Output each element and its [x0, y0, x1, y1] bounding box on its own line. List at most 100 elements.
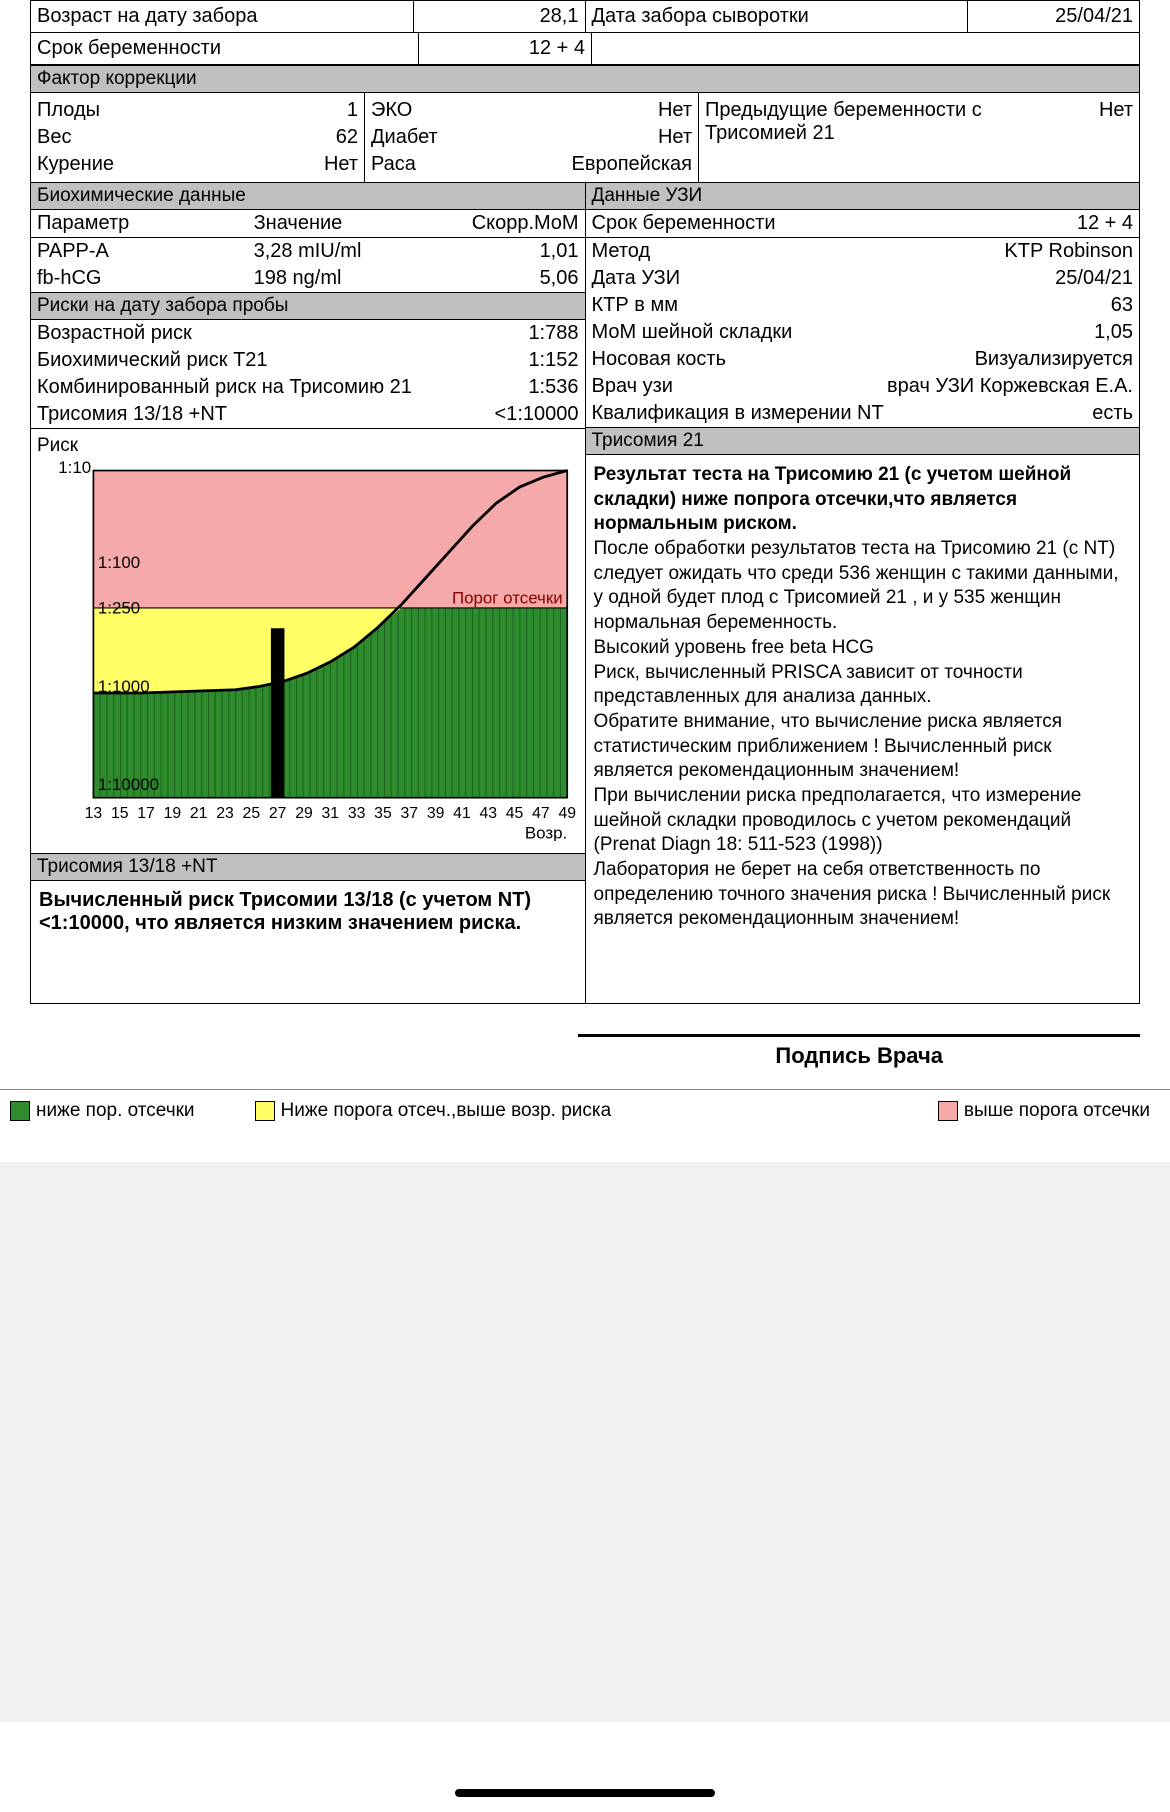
trisomy21-text: Результат теста на Трисомию 21 (с учетом… — [586, 455, 1140, 940]
correction-grid: Плоды1 Вес62 КурениеНет ЭКОНет ДиабетНет… — [31, 93, 1139, 183]
uzi-label: КТР в мм — [592, 294, 1111, 317]
empty-cell — [592, 33, 1139, 64]
risks-header: Риски на дату забора пробы — [31, 292, 585, 320]
prev-t21-value: Нет — [1099, 99, 1133, 145]
uzi-value: Визуализируется — [975, 348, 1133, 371]
svg-text:1:250: 1:250 — [98, 599, 140, 618]
race-value: Европейская — [572, 153, 692, 176]
svg-text:13: 13 — [85, 805, 103, 822]
biochem-header: Биохимические данные — [31, 183, 586, 210]
svg-text:17: 17 — [137, 805, 155, 822]
chart-title: Риск — [37, 435, 579, 457]
uzi-value: KTP Robinson — [1004, 240, 1133, 263]
legend-swatch-above — [938, 1101, 958, 1121]
svg-text:1:10: 1:10 — [58, 458, 91, 477]
uzi-label: Врач узи — [592, 375, 888, 398]
gest-label: Срок беременности — [31, 33, 419, 64]
svg-text:1:1000: 1:1000 — [98, 677, 150, 696]
prev-t21-label: Предыдущие беременности с Трисомией 21 — [705, 99, 1005, 145]
uzi-row: КТР в мм63 — [586, 292, 1140, 319]
risk-label: Возрастной риск — [37, 322, 528, 345]
svg-text:43: 43 — [479, 805, 497, 822]
uzi-row: Носовая костьВизуализируется — [586, 346, 1140, 373]
top-row-2: Срок беременности 12 + 4 — [31, 33, 1139, 65]
serum-date-value: 25/04/21 — [968, 1, 1139, 32]
svg-text:1:100: 1:100 — [98, 553, 140, 572]
risk-value: <1:10000 — [495, 403, 579, 426]
svg-text:49: 49 — [558, 805, 576, 822]
eko-label: ЭКО — [371, 99, 412, 122]
risk-value: 1:788 — [528, 322, 578, 345]
bio-uzi-body: Параметр Значение Скорр.MoM PAPP-A3,28 m… — [31, 210, 1139, 1003]
biochem-header-row: Параметр Значение Скорр.MoM — [31, 210, 585, 238]
fetuses-label: Плоды — [37, 99, 100, 122]
svg-text:45: 45 — [506, 805, 524, 822]
uzi-value: 25/04/21 — [1055, 267, 1133, 290]
trisomy21-body: После обработки результатов теста на Три… — [594, 538, 1119, 929]
risk-value: 1:536 — [528, 376, 578, 399]
gest-value: 12 + 4 — [419, 33, 593, 64]
uzi-header: Данные УЗИ — [586, 183, 1140, 210]
correction-col2: ЭКОНет ДиабетНет РасаЕвропейская — [365, 93, 699, 182]
uzi-label: Метод — [592, 240, 1005, 263]
biochem-param: fb-hCG — [37, 267, 254, 290]
legend-below: ниже пор. отсечки — [10, 1100, 195, 1122]
uzi-label: МоМ шейной складки — [592, 321, 1095, 344]
svg-text:35: 35 — [374, 805, 392, 822]
legend-above-label: выше порога отсечки — [964, 1100, 1150, 1122]
home-indicator — [455, 1789, 715, 1797]
uzi-row: Квалификация в измерении NTесть — [586, 400, 1140, 427]
risk-row: Биохимический риск T211:152 — [31, 347, 585, 374]
grey-footer — [0, 1162, 1170, 1722]
svg-text:33: 33 — [348, 805, 366, 822]
uzi-row: МетодKTP Robinson — [586, 238, 1140, 265]
biochem-row: PAPP-A3,28 mIU/ml1,01 — [31, 238, 585, 265]
eko-value: Нет — [658, 99, 692, 122]
legend-swatch-mid — [255, 1101, 275, 1121]
uzi-rows: Срок беременности12 + 4МетодKTP Robinson… — [586, 210, 1140, 427]
bio-uzi-headers: Биохимические данные Данные УЗИ — [31, 183, 1139, 210]
correction-header: Фактор коррекции — [31, 65, 1139, 93]
trisomy13-header: Трисомия 13/18 +NT — [31, 853, 585, 881]
report-container: Возраст на дату забора 28,1 Дата забора … — [30, 0, 1140, 1004]
legend-swatch-below — [10, 1101, 30, 1121]
uzi-value: врач УЗИ Коржевская Е.А. — [887, 375, 1133, 398]
weight-value: 62 — [336, 126, 358, 149]
param-h: Параметр — [37, 212, 254, 235]
uzi-row: Срок беременности12 + 4 — [586, 210, 1140, 238]
svg-text:23: 23 — [216, 805, 234, 822]
biochem-value: 198 ng/ml — [254, 267, 435, 290]
right-column: Срок беременности12 + 4МетодKTP Robinson… — [586, 210, 1140, 1003]
risk-chart-section: Риск 1:101:1001:2501:10001:10000Порог от… — [31, 428, 585, 853]
diabetes-label: Диабет — [371, 126, 438, 149]
trisomy13-text: Вычисленный риск Трисомии 13/18 (с учето… — [31, 881, 585, 943]
svg-text:27: 27 — [269, 805, 287, 822]
uzi-label: Квалификация в измерении NT — [592, 402, 1093, 425]
legend-mid-label: Ниже порога отсеч.,выше возр. риска — [281, 1100, 612, 1122]
svg-text:19: 19 — [164, 805, 182, 822]
svg-text:Возр.: Возр. — [525, 823, 567, 840]
weight-label: Вес — [37, 126, 71, 149]
uzi-value: есть — [1092, 402, 1133, 425]
svg-text:21: 21 — [190, 805, 208, 822]
risk-label: Комбинированный риск на Трисомию 21 — [37, 376, 528, 399]
signature-label: Подпись Врача — [578, 1034, 1140, 1069]
svg-text:15: 15 — [111, 805, 129, 822]
uzi-label: Дата УЗИ — [592, 267, 1056, 290]
svg-text:29: 29 — [295, 805, 313, 822]
top-row-1: Возраст на дату забора 28,1 Дата забора … — [31, 1, 1139, 33]
uzi-value: 12 + 4 — [1077, 212, 1133, 235]
smoking-value: Нет — [324, 153, 358, 176]
svg-text:37: 37 — [401, 805, 419, 822]
correction-col3: Предыдущие беременности с Трисомией 21 Не… — [699, 93, 1139, 182]
risk-row: Трисомия 13/18 +NT<1:10000 — [31, 401, 585, 428]
biochem-param: PAPP-A — [37, 240, 254, 263]
risk-value: 1:152 — [528, 349, 578, 372]
biochem-mom: 5,06 — [434, 267, 578, 290]
biochem-mom: 1,01 — [434, 240, 578, 263]
smoking-label: Курение — [37, 153, 114, 176]
risk-chart: 1:101:1001:2501:10001:10000Порог отсечки… — [37, 457, 579, 841]
biochem-row: fb-hCG198 ng/ml5,06 — [31, 265, 585, 292]
uzi-label: Срок беременности — [592, 212, 1077, 235]
age-value: 28,1 — [414, 1, 586, 32]
